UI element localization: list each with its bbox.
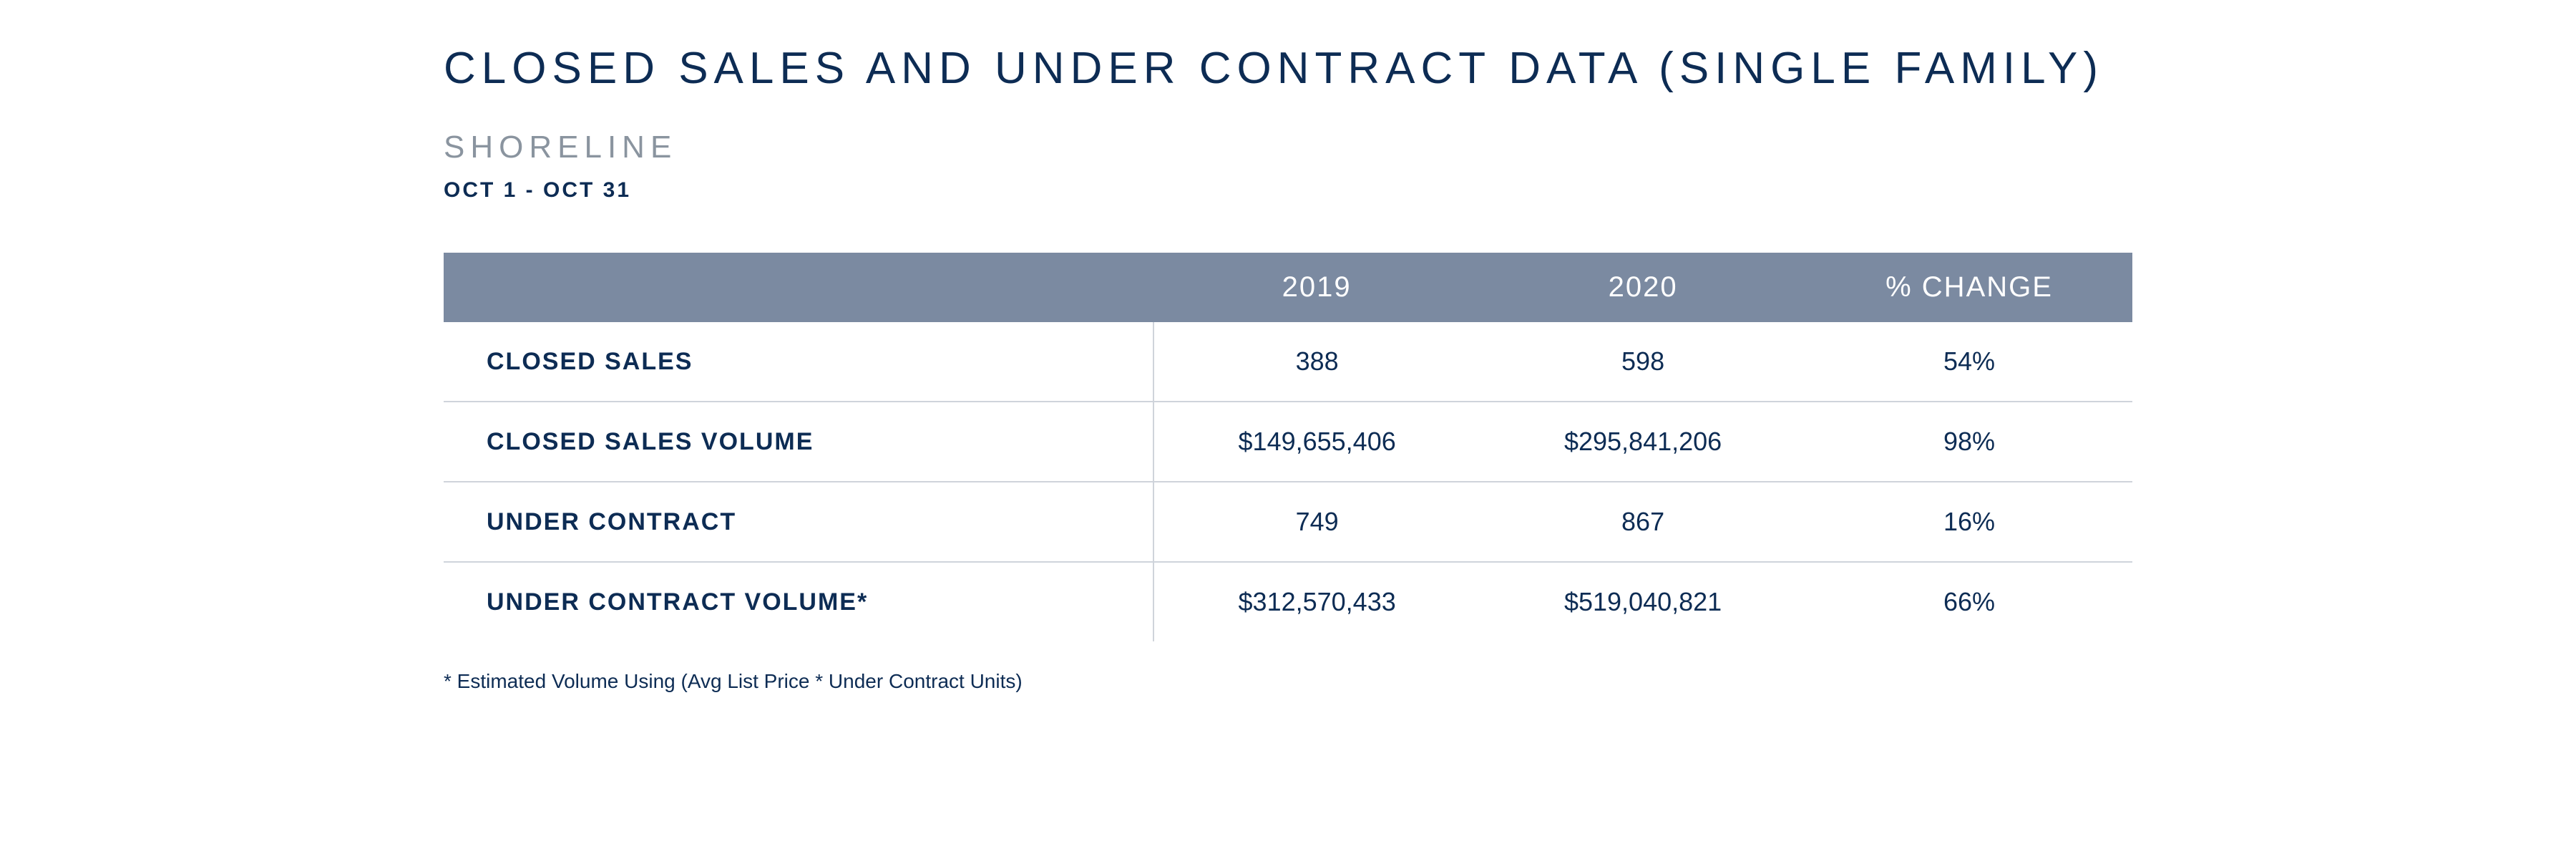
col-header-2019: 2019 [1153,253,1480,322]
cell-2019: 388 [1153,322,1480,402]
cell-2020: $295,841,206 [1480,402,1806,482]
table-row: CLOSED SALES 388 598 54% [444,322,2132,402]
row-label: UNDER CONTRACT VOLUME* [444,562,1153,641]
col-header-blank [444,253,1153,322]
table-row: UNDER CONTRACT VOLUME* $312,570,433 $519… [444,562,2132,641]
cell-change: 66% [1806,562,2132,641]
col-header-change: % CHANGE [1806,253,2132,322]
cell-change: 98% [1806,402,2132,482]
footnote: * Estimated Volume Using (Avg List Price… [444,670,2132,693]
table-row: UNDER CONTRACT 749 867 16% [444,482,2132,562]
row-label: UNDER CONTRACT [444,482,1153,562]
row-label: CLOSED SALES [444,322,1153,402]
cell-2020: 598 [1480,322,1806,402]
cell-change: 16% [1806,482,2132,562]
row-label: CLOSED SALES VOLUME [444,402,1153,482]
cell-2019: $312,570,433 [1153,562,1480,641]
cell-2020: $519,040,821 [1480,562,1806,641]
table-row: CLOSED SALES VOLUME $149,655,406 $295,84… [444,402,2132,482]
col-header-2020: 2020 [1480,253,1806,322]
sales-table: 2019 2020 % CHANGE CLOSED SALES 388 598 … [444,253,2132,641]
cell-change: 54% [1806,322,2132,402]
page-title: CLOSED SALES AND UNDER CONTRACT DATA (SI… [444,43,2132,94]
region-subtitle: SHORELINE [444,130,2132,165]
table-header-row: 2019 2020 % CHANGE [444,253,2132,322]
cell-2019: 749 [1153,482,1480,562]
cell-2019: $149,655,406 [1153,402,1480,482]
date-range: OCT 1 - OCT 31 [444,178,2132,203]
cell-2020: 867 [1480,482,1806,562]
